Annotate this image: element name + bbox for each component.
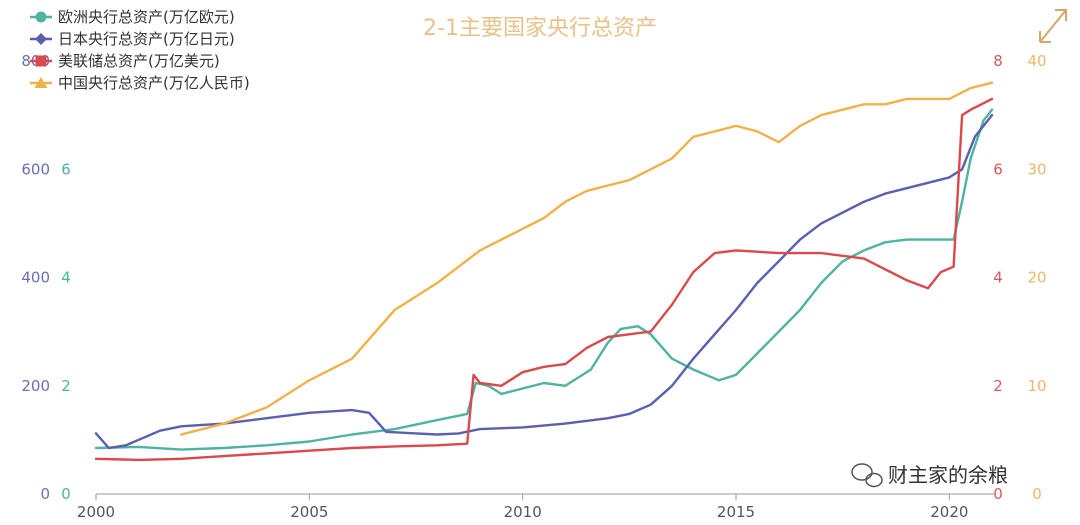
y-tick-label-fed: 4 (993, 269, 1003, 287)
legend-label: 欧洲央行总资产(万亿欧元) (58, 8, 235, 26)
legend-label: 美联储总资产(万亿美元) (58, 52, 220, 70)
y-tick-label-fed: 8 (993, 52, 1003, 70)
y-tick-label-ecb: 2 (61, 377, 71, 395)
chart-title: 2-1主要国家央行总资产 (423, 16, 657, 41)
series-line-boj (94, 113, 994, 450)
axes-layer: 2000200520102015202002004006008000246024… (21, 52, 1046, 521)
series-layer (94, 81, 994, 462)
expand-icon[interactable] (1039, 9, 1067, 43)
y-tick-label-pboc: 0 (1032, 485, 1042, 503)
legend-item-boj[interactable]: 日本央行总资产(万亿日元) (30, 30, 235, 48)
x-tick-label: 2010 (504, 503, 542, 521)
y-tick-label-fed: 2 (993, 377, 1003, 395)
y-tick-label-pboc: 20 (1027, 269, 1046, 287)
legend-label: 日本央行总资产(万亿日元) (58, 30, 235, 48)
y-tick-label-boj: 0 (40, 485, 50, 503)
y-tick-label-pboc: 30 (1027, 160, 1046, 178)
legend-marker-circle (35, 11, 47, 23)
legend-item-fed[interactable]: 美联储总资产(万亿美元) (30, 52, 220, 70)
y-tick-label-pboc: 40 (1027, 52, 1046, 70)
legend: 欧洲央行总资产(万亿欧元) 日本央行总资产(万亿日元) 美联储总资产(万亿美元) 中国… (30, 8, 250, 92)
legend-marker-diamond (35, 33, 47, 45)
x-tick-label: 2015 (717, 503, 755, 521)
watermark: 财主家的余粮 (851, 463, 1008, 488)
legend-label: 中国央行总资产(万亿人民币) (58, 74, 250, 92)
series-line-ecb (94, 108, 994, 451)
legend-marker-triangle (34, 77, 48, 88)
wechat-icon (851, 463, 883, 488)
y-tick-label-ecb: 6 (61, 160, 71, 178)
y-tick-label-ecb: 4 (61, 269, 71, 287)
series-line-fed (94, 97, 994, 462)
series-line-pboc (180, 81, 994, 436)
x-tick-label: 2005 (290, 503, 328, 521)
y-tick-label-boj: 600 (21, 160, 50, 178)
watermark-text: 财主家的余粮 (888, 463, 1008, 487)
y-tick-label-boj: 200 (21, 377, 50, 395)
legend-marker-square (35, 55, 47, 67)
y-tick-label-fed: 6 (993, 160, 1003, 178)
y-tick-label-fed: 0 (993, 485, 1003, 503)
x-tick-label: 2000 (77, 503, 115, 521)
y-tick-label-ecb: 0 (61, 485, 71, 503)
legend-item-ecb[interactable]: 欧洲央行总资产(万亿欧元) (30, 8, 235, 26)
y-tick-label-pboc: 10 (1027, 377, 1046, 395)
x-tick-label: 2020 (930, 503, 968, 521)
y-tick-label-boj: 400 (21, 269, 50, 287)
legend-item-pboc[interactable]: 中国央行总资产(万亿人民币) (30, 74, 250, 92)
